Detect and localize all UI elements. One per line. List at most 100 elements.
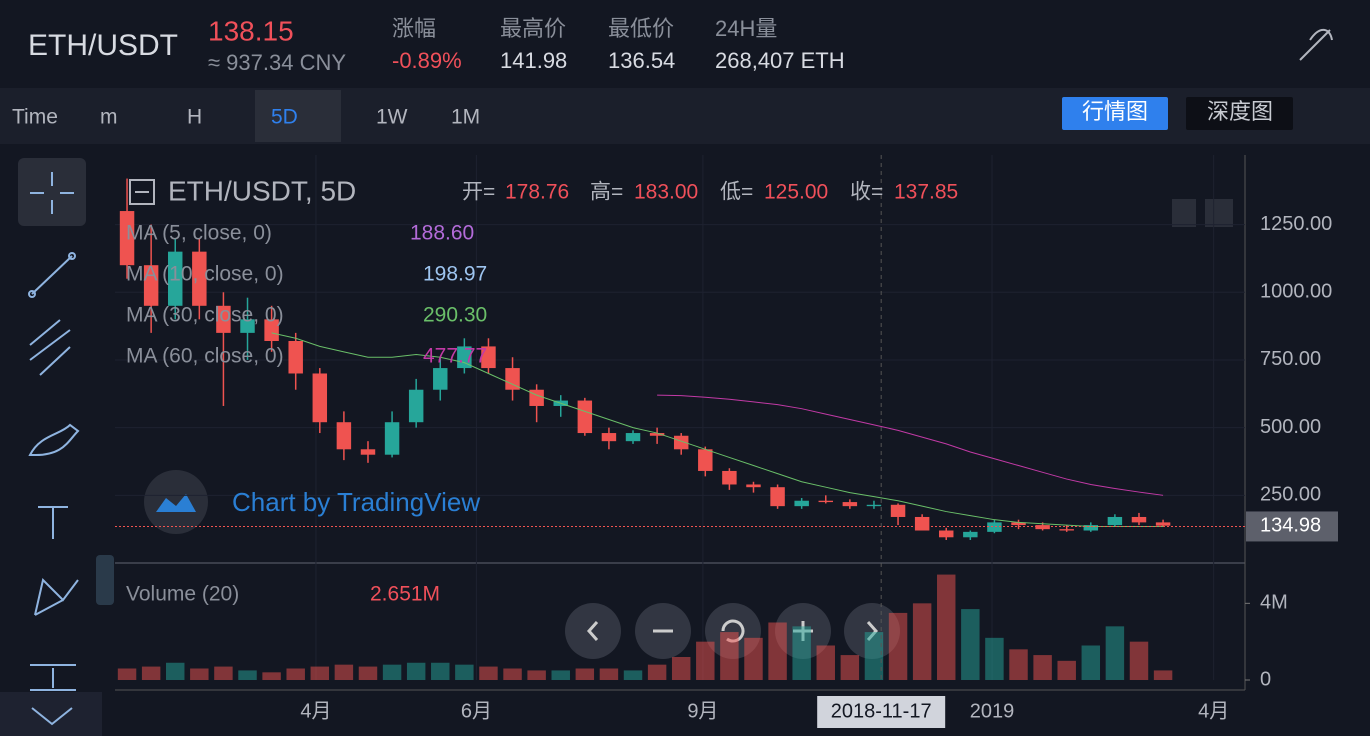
candle-body (336, 422, 352, 450)
ma-line (657, 394, 1164, 496)
tab-label[interactable]: 行情图 (1082, 99, 1148, 124)
candle-body (143, 265, 159, 306)
candle-body (890, 504, 906, 517)
ma-label: MA (10, close, 0) (126, 263, 284, 286)
ma-value: 198.97 (423, 263, 487, 286)
scale-button[interactable] (1172, 199, 1196, 227)
ohlc-label: 收= (850, 181, 883, 204)
candle-body (384, 422, 400, 455)
volume-bar (1057, 660, 1076, 680)
scale-button[interactable] (1205, 199, 1233, 227)
stat-value: 268,407 ETH (715, 48, 845, 73)
side-handle[interactable] (96, 555, 114, 605)
pair: ETH/USDT (28, 29, 178, 62)
interval[interactable]: m (100, 106, 118, 129)
volume-bar (141, 666, 161, 680)
candle-body (360, 449, 376, 455)
volume-bar (190, 668, 209, 680)
stat-label: 24H量 (715, 16, 777, 41)
interval[interactable]: Time (12, 106, 58, 129)
y-tick-label: 1000.00 (1260, 281, 1332, 303)
volume-bar (792, 626, 811, 680)
candle-body (288, 340, 303, 374)
ma-label: MA (60, close, 0) (126, 345, 284, 368)
candle-body (312, 373, 328, 423)
stat-label: 最低价 (608, 16, 674, 41)
volume-bar (816, 645, 835, 680)
settings-icons (129, 28, 1333, 205)
volume-bar (888, 612, 908, 680)
tab[interactable] (1186, 97, 1293, 130)
volume-bar (479, 666, 498, 680)
legend-symbol: ETH/USDT, 5D (168, 175, 356, 206)
volume-bar (912, 603, 932, 680)
volume-bar (1009, 649, 1028, 680)
interval[interactable]: 1M (451, 106, 480, 129)
candle-body (408, 389, 424, 423)
ohlc-label: 低= (720, 181, 753, 204)
volume-bar (358, 666, 378, 680)
ohlc-value: 183.00 (634, 181, 698, 204)
candle-body (770, 487, 785, 507)
volume-bar (382, 664, 402, 680)
candle-body (1131, 516, 1147, 523)
candle-body (192, 251, 207, 306)
candle-body (963, 531, 978, 538)
interval-active[interactable] (255, 90, 341, 142)
ma-label: MA (5, close, 0) (126, 222, 272, 245)
tab-active[interactable] (1062, 97, 1168, 130)
last-price-box (1246, 511, 1338, 542)
collapse[interactable] (0, 692, 102, 736)
crosshair-tool[interactable] (18, 158, 86, 226)
interval[interactable]: H (187, 106, 202, 129)
volume-value: 2.651M (370, 583, 440, 606)
left-toolbar (0, 150, 105, 736)
candle-body (577, 400, 593, 434)
stat-value: 136.54 (608, 48, 675, 73)
volume-bar (406, 662, 426, 680)
interval[interactable]: 1W (376, 106, 408, 129)
volume-tick-label: 4M (1260, 592, 1288, 614)
tab-label[interactable]: 深度图 (1207, 99, 1273, 124)
candle-body (433, 368, 448, 390)
volume-tick-label: 0 (1260, 668, 1271, 690)
y-tick-label: 750.00 (1260, 348, 1321, 370)
watermark-icon (144, 470, 208, 534)
volume-bar (551, 670, 570, 680)
volume-bar (720, 632, 739, 680)
candle-body (842, 502, 858, 507)
volume-bar (1033, 655, 1052, 680)
ohlc-label: 高= (590, 181, 623, 204)
volume-bar (503, 668, 522, 680)
candle-body (1059, 529, 1074, 531)
ma-line (271, 332, 1164, 527)
collapse-icon (31, 707, 73, 726)
candle-body (625, 433, 641, 442)
nav-right[interactable] (844, 603, 900, 659)
crosshair-box (817, 696, 946, 728)
candle-body (722, 470, 737, 485)
volume-bar (744, 637, 763, 680)
nav-left[interactable] (565, 603, 621, 659)
volume-bar (214, 666, 233, 680)
candle-body (1011, 522, 1026, 526)
x-tick-label: 2019 (970, 700, 1015, 722)
volume-bar (166, 662, 185, 680)
watermark: Chart by TradingView (232, 487, 480, 517)
ma-value: 290.30 (423, 304, 487, 327)
volume-bar (527, 670, 546, 680)
stat-label: 涨幅 (392, 16, 436, 41)
candle-body (457, 346, 472, 369)
candle-body (119, 211, 135, 266)
candle-body (866, 504, 882, 507)
volume-bar (840, 655, 860, 680)
candle-body (987, 522, 1002, 532)
x-tick-label: 4月 (1198, 700, 1229, 722)
volume-bar (937, 574, 956, 680)
crosshair-label: 2018-11-17 (831, 700, 932, 722)
interval[interactable]: 5D (271, 106, 298, 129)
candle-body (601, 433, 617, 442)
candle-body (818, 500, 833, 503)
